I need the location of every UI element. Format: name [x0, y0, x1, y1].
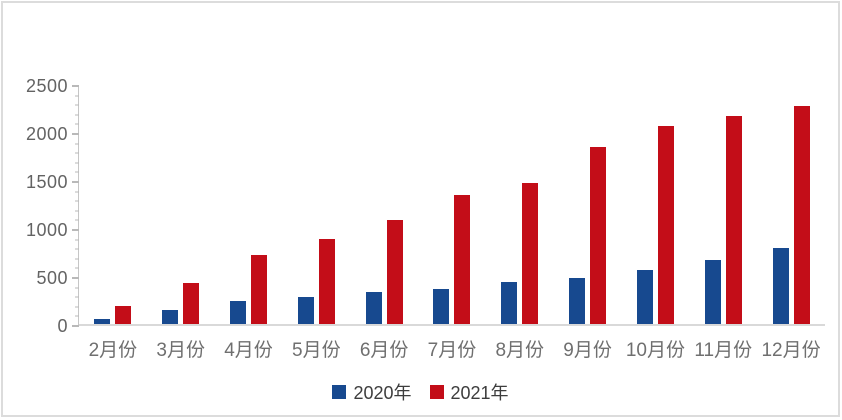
y-major-tick — [72, 181, 79, 183]
y-minor-tick — [75, 123, 79, 125]
bar-2020年-4月份[interactable] — [230, 301, 247, 324]
bar-2020年-7月份[interactable] — [433, 288, 450, 324]
y-axis-label: 0 — [57, 316, 68, 336]
bar-2020年-8月份[interactable] — [501, 282, 518, 324]
bar-group — [757, 86, 825, 324]
bar-2020年-10月份[interactable] — [636, 269, 653, 324]
y-minor-tick — [75, 104, 79, 106]
y-axis: 0 500 1000 1500 2000 2500 — [26, 77, 79, 335]
y-minor-tick — [75, 162, 79, 164]
x-axis-label: 11月份 — [694, 340, 753, 361]
x-axis-label: 7月份 — [427, 340, 477, 361]
y-minor-tick — [75, 239, 79, 241]
y-minor-tick — [75, 152, 79, 154]
y-minor-tick — [75, 171, 79, 173]
y-minor-tick — [75, 114, 79, 116]
legend-item-2021[interactable]: 2021年 — [429, 379, 509, 405]
bar-group — [689, 86, 757, 324]
bar-2021年-8月份[interactable] — [522, 183, 539, 324]
bar-2021年-6月份[interactable] — [386, 220, 403, 324]
y-minor-tick — [75, 287, 79, 289]
y-axis-label: 1000 — [25, 220, 68, 240]
y-minor-tick — [75, 219, 79, 221]
legend-swatch-2021-icon — [429, 385, 444, 399]
bar-2021年-5月份[interactable] — [318, 239, 335, 324]
y-axis-label: 500 — [36, 268, 68, 288]
bar-2020年-6月份[interactable] — [365, 291, 382, 324]
y-major-tick — [72, 133, 79, 135]
x-axis-label: 3月份 — [156, 340, 205, 361]
legend-label-2021: 2021年 — [450, 383, 509, 403]
y-minor-tick — [75, 306, 79, 308]
bar-group — [79, 86, 147, 324]
bar-group — [350, 86, 418, 324]
bar-group — [282, 86, 350, 324]
bar-2021年-11月份[interactable] — [725, 115, 742, 324]
bar-chart: 0 500 1000 1500 2000 2500 2月份 3月份 4月份 5月份 6月份 7月份 8… — [3, 3, 838, 415]
x-axis-label: 4月份 — [224, 340, 273, 361]
bar-group — [418, 86, 486, 324]
x-axis-label: 5月份 — [292, 340, 341, 361]
x-axis-label: 9月份 — [563, 340, 612, 361]
y-minor-tick — [75, 248, 79, 250]
bar-2020年-5月份[interactable] — [297, 297, 314, 324]
legend-label-2020: 2020年 — [353, 383, 412, 403]
y-minor-tick — [75, 267, 79, 269]
x-axis-label: 12月份 — [761, 340, 821, 361]
y-minor-tick — [75, 200, 79, 202]
bar-2020年-2月份[interactable] — [94, 319, 111, 324]
y-major-tick — [72, 277, 79, 279]
bar-2020年-3月份[interactable] — [162, 309, 179, 324]
y-major-tick — [72, 325, 79, 327]
bar-2021年-3月份[interactable] — [183, 283, 200, 324]
legend: 2020年 2021年 — [3, 379, 838, 405]
y-major-tick — [72, 85, 79, 87]
plot-area — [79, 86, 825, 326]
y-axis-label: 2000 — [25, 124, 68, 144]
legend-swatch-2020-icon — [332, 385, 347, 399]
y-minor-tick — [75, 191, 79, 193]
bar-group — [486, 86, 554, 324]
bar-2021年-7月份[interactable] — [454, 194, 471, 324]
x-axis-label: 6月份 — [359, 340, 409, 361]
bar-group — [215, 86, 283, 324]
bar-2020年-12月份[interactable] — [772, 247, 789, 324]
y-major-tick — [72, 229, 79, 231]
y-minor-tick — [75, 296, 79, 298]
x-axis-label: 2月份 — [88, 340, 138, 361]
x-axis-label: 8月份 — [495, 340, 545, 361]
bar-group — [147, 86, 215, 324]
bar-2021年-2月份[interactable] — [115, 305, 132, 324]
bar-group — [622, 86, 690, 324]
y-minor-tick — [75, 95, 79, 97]
y-minor-tick — [75, 143, 79, 145]
y-axis-label: 2500 — [25, 76, 68, 96]
bar-2021年-10月份[interactable] — [657, 125, 674, 324]
x-axis-labels: 2月份 3月份 4月份 5月份 6月份 7月份 8月份 9月份 10月份 11月份 12月份 — [79, 335, 825, 362]
bar-2021年-12月份[interactable] — [793, 106, 810, 324]
bar-group — [554, 86, 622, 324]
y-minor-tick — [75, 315, 79, 317]
bar-2021年-9月份[interactable] — [590, 146, 607, 324]
y-minor-tick — [75, 210, 79, 212]
bar-2021年-4月份[interactable] — [251, 255, 268, 324]
bar-2020年-11月份[interactable] — [704, 260, 721, 324]
y-axis-label: 1500 — [25, 172, 68, 192]
y-minor-tick — [75, 258, 79, 260]
bar-2020年-9月份[interactable] — [569, 278, 586, 324]
legend-item-2020[interactable]: 2020年 — [332, 379, 412, 405]
x-axis-label: 10月份 — [625, 340, 685, 361]
